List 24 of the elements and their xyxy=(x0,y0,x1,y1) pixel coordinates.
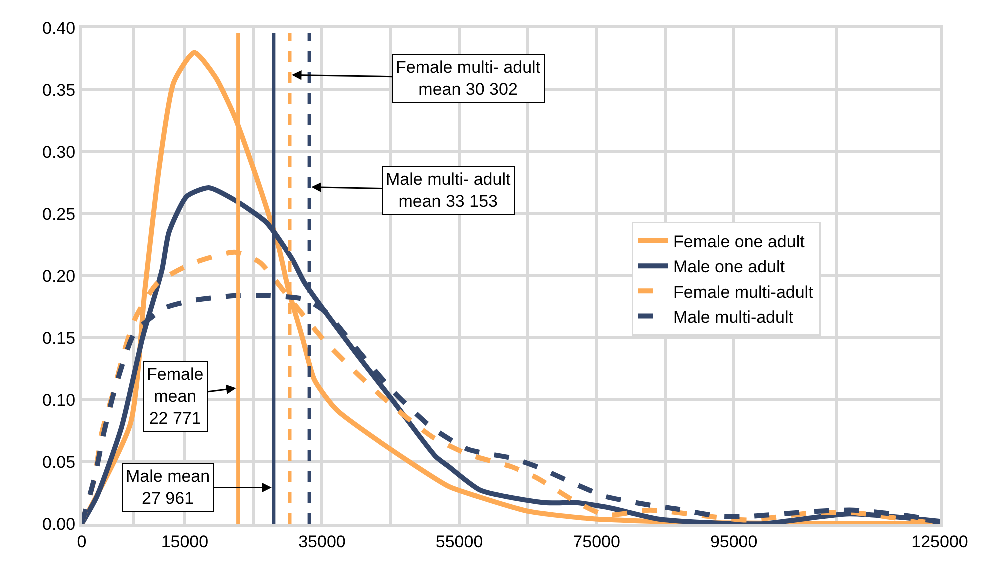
x-tick-label: 75000 xyxy=(573,532,620,552)
ref-line-label: Female multi- adult mean 30 302 xyxy=(396,58,541,100)
legend-label: Male multi-adult xyxy=(673,308,794,327)
x-tick-label: 95000 xyxy=(710,532,758,552)
x-tick-label: 125000 xyxy=(912,532,968,552)
y-tick-label: 0.30 xyxy=(42,142,76,162)
ref-line-label: Male mean 27 961 xyxy=(126,467,210,508)
y-tick-label: 0.00 xyxy=(42,514,76,534)
y-tick-label: 0.15 xyxy=(42,328,76,348)
y-tick-label: 0.25 xyxy=(42,204,76,224)
legend-label: Female multi-adult xyxy=(673,282,814,302)
ref-line-label: Male multi- adult mean 33 153 xyxy=(386,170,511,212)
x-tick-label: 35000 xyxy=(298,532,346,552)
legend-label: Female one adult xyxy=(673,232,806,252)
y-tick-label: 0.35 xyxy=(42,80,76,100)
y-tick-label: 0.40 xyxy=(42,18,76,38)
x-tick-label: 55000 xyxy=(436,532,484,552)
y-tick-label: 0.10 xyxy=(42,390,76,410)
y-tick-label: 0.20 xyxy=(42,266,76,286)
ref-line-label: Female mean 22 771 xyxy=(147,365,204,428)
y-tick-label: 0.05 xyxy=(42,452,76,472)
x-tick-label: 0 xyxy=(77,532,87,552)
legend-label: Male one adult xyxy=(673,258,786,277)
x-tick-label: 15000 xyxy=(161,532,209,552)
